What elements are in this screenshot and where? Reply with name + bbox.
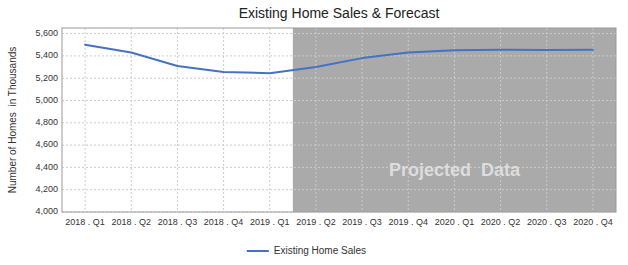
x-tick-label: 2020 . Q2 [481, 217, 521, 227]
x-tick-label: 2020 . Q3 [527, 217, 567, 227]
title: Existing Home Sales & Forecast [239, 5, 440, 21]
x-tick-label: 2018 . Q1 [65, 217, 105, 227]
x-tick-label: 2018 . Q4 [204, 217, 244, 227]
region-label: Projected Data [389, 160, 521, 180]
x-tick-label: 2019 . Q2 [296, 217, 336, 227]
x-tick-label: 2019 . Q4 [388, 217, 428, 227]
grid-line-y [62, 122, 616, 123]
y-tick-label: 5,000 [35, 95, 58, 105]
plot-marks [85, 45, 593, 73]
chart: Projected Data 4,000 4,200 4,400 4,600 4,800 5… [0, 0, 628, 265]
y-tick-label: 4,800 [35, 117, 58, 127]
grid-line-y [62, 189, 616, 190]
x-tick-label: 2019 . Q3 [342, 217, 382, 227]
legend: Existing Home Sales [247, 245, 366, 256]
grid-line-x [362, 28, 363, 212]
y-tick-label: 4,400 [35, 162, 58, 172]
grid-line-x [85, 28, 86, 212]
grid-line-y [62, 33, 616, 34]
x-tick-label: 2018 . Q3 [158, 217, 198, 227]
grid-line-y [62, 100, 616, 101]
y-tick-label: 5,600 [35, 28, 58, 38]
x-tick-label: 2019 . Q1 [250, 217, 290, 227]
legend-swatch [247, 250, 269, 252]
grid-line-y [62, 145, 616, 146]
x-tick-label: 2018 . Q2 [111, 217, 151, 227]
series-line [85, 45, 593, 73]
y-axis-label: Number of Homes in Thousands [7, 47, 18, 194]
grid-line-x [177, 28, 178, 212]
grid-line-x [131, 28, 132, 212]
y-tick-label: 4,600 [35, 139, 58, 149]
y-tick-label: 5,400 [35, 50, 58, 60]
grid-line-x [454, 28, 455, 212]
grid-line-y [62, 167, 616, 168]
y-tick-label: 4,200 [35, 184, 58, 194]
grid-line-x [546, 28, 547, 212]
grid-line-x [223, 28, 224, 212]
y-tick-label: 5,200 [35, 73, 58, 83]
y-tick-label: 4,000 [35, 206, 58, 216]
grid-line-x [592, 28, 593, 212]
plot-frame [62, 28, 616, 212]
x-tick-label: 2020 . Q1 [435, 217, 475, 227]
legend-label: Existing Home Sales [274, 245, 366, 256]
plot-background [62, 28, 616, 212]
grid-line-x [269, 28, 270, 212]
grid-line-y [62, 78, 616, 79]
grid-line-x [315, 28, 316, 212]
grid-line-x [500, 28, 501, 212]
grid-line-x [408, 28, 409, 212]
x-tick-label: 2020 . Q4 [573, 217, 613, 227]
